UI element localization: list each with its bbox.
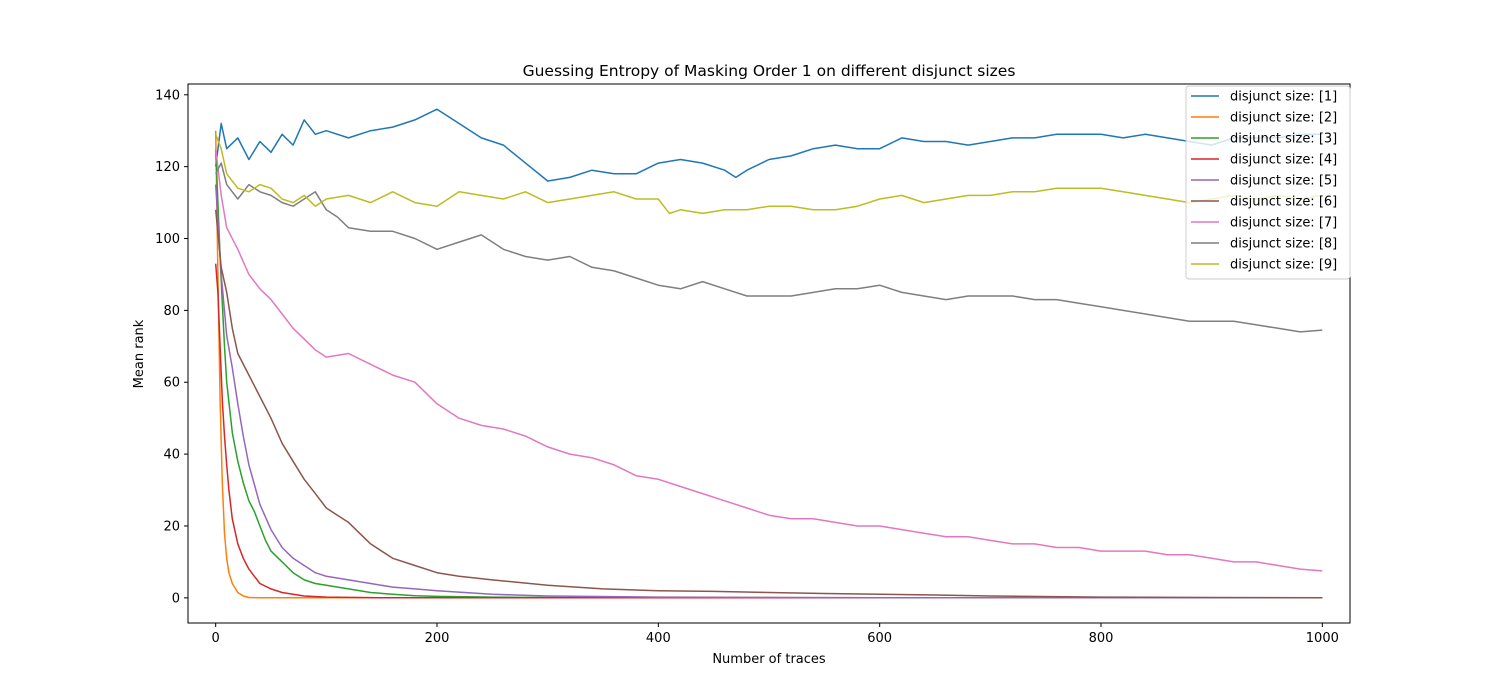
x-tick-label: 400 [646, 631, 671, 646]
series-line-4 [214, 263, 1323, 599]
x-tick-label: 800 [1089, 631, 1114, 646]
legend-frame [1185, 85, 1351, 280]
legend-label-6: disjunct size: [6] [1230, 195, 1337, 210]
legend-label-8: disjunct size: [8] [1230, 237, 1337, 252]
legend-label-2: disjunct size: [2] [1230, 111, 1337, 126]
series-layer [214, 108, 1323, 599]
x-tick-label: 200 [425, 631, 450, 646]
chart-title: Guessing Entropy of Masking Order 1 on d… [523, 62, 1016, 80]
legend-label-3: disjunct size: [3] [1230, 132, 1337, 147]
legend-label-9: disjunct size: [9] [1230, 258, 1337, 273]
legend-label-7: disjunct size: [7] [1230, 216, 1337, 231]
legend-label-5: disjunct size: [5] [1230, 174, 1337, 189]
y-tick-label: 80 [163, 304, 180, 319]
series-line-6 [214, 209, 1323, 599]
plot-area [188, 84, 1350, 623]
plot-frame [187, 83, 1351, 624]
y-axis-label: Mean rank [132, 319, 147, 388]
y-tick-label: 0 [172, 591, 180, 606]
y-tick-label: 120 [155, 160, 180, 175]
y-tick-label: 100 [155, 232, 180, 247]
series-line-5 [214, 184, 1323, 599]
y-tick-label: 60 [163, 376, 180, 391]
y-tick-label: 20 [163, 519, 180, 534]
legend-label-1: disjunct size: [1] [1230, 90, 1337, 105]
x-tick-label: 0 [212, 631, 220, 646]
x-axis-label: Number of traces [712, 652, 826, 667]
series-line-8 [215, 162, 1323, 333]
axes-layer: 0 200 400 600 800 1000 0 20 40 60 80 100 120 140 [155, 88, 1339, 646]
x-tick-label: 600 [867, 631, 892, 646]
series-line-9 [214, 134, 1323, 215]
legend-label-4: disjunct size: [4] [1230, 153, 1337, 168]
legend: disjunct size: [1] disjunct size: [2] disj… [1185, 85, 1351, 280]
y-tick-label: 140 [155, 88, 180, 103]
x-tick-label: 1000 [1306, 631, 1339, 646]
y-tick-label: 40 [163, 448, 180, 463]
series-line-1 [214, 108, 1323, 182]
series-line-7 [214, 148, 1323, 572]
